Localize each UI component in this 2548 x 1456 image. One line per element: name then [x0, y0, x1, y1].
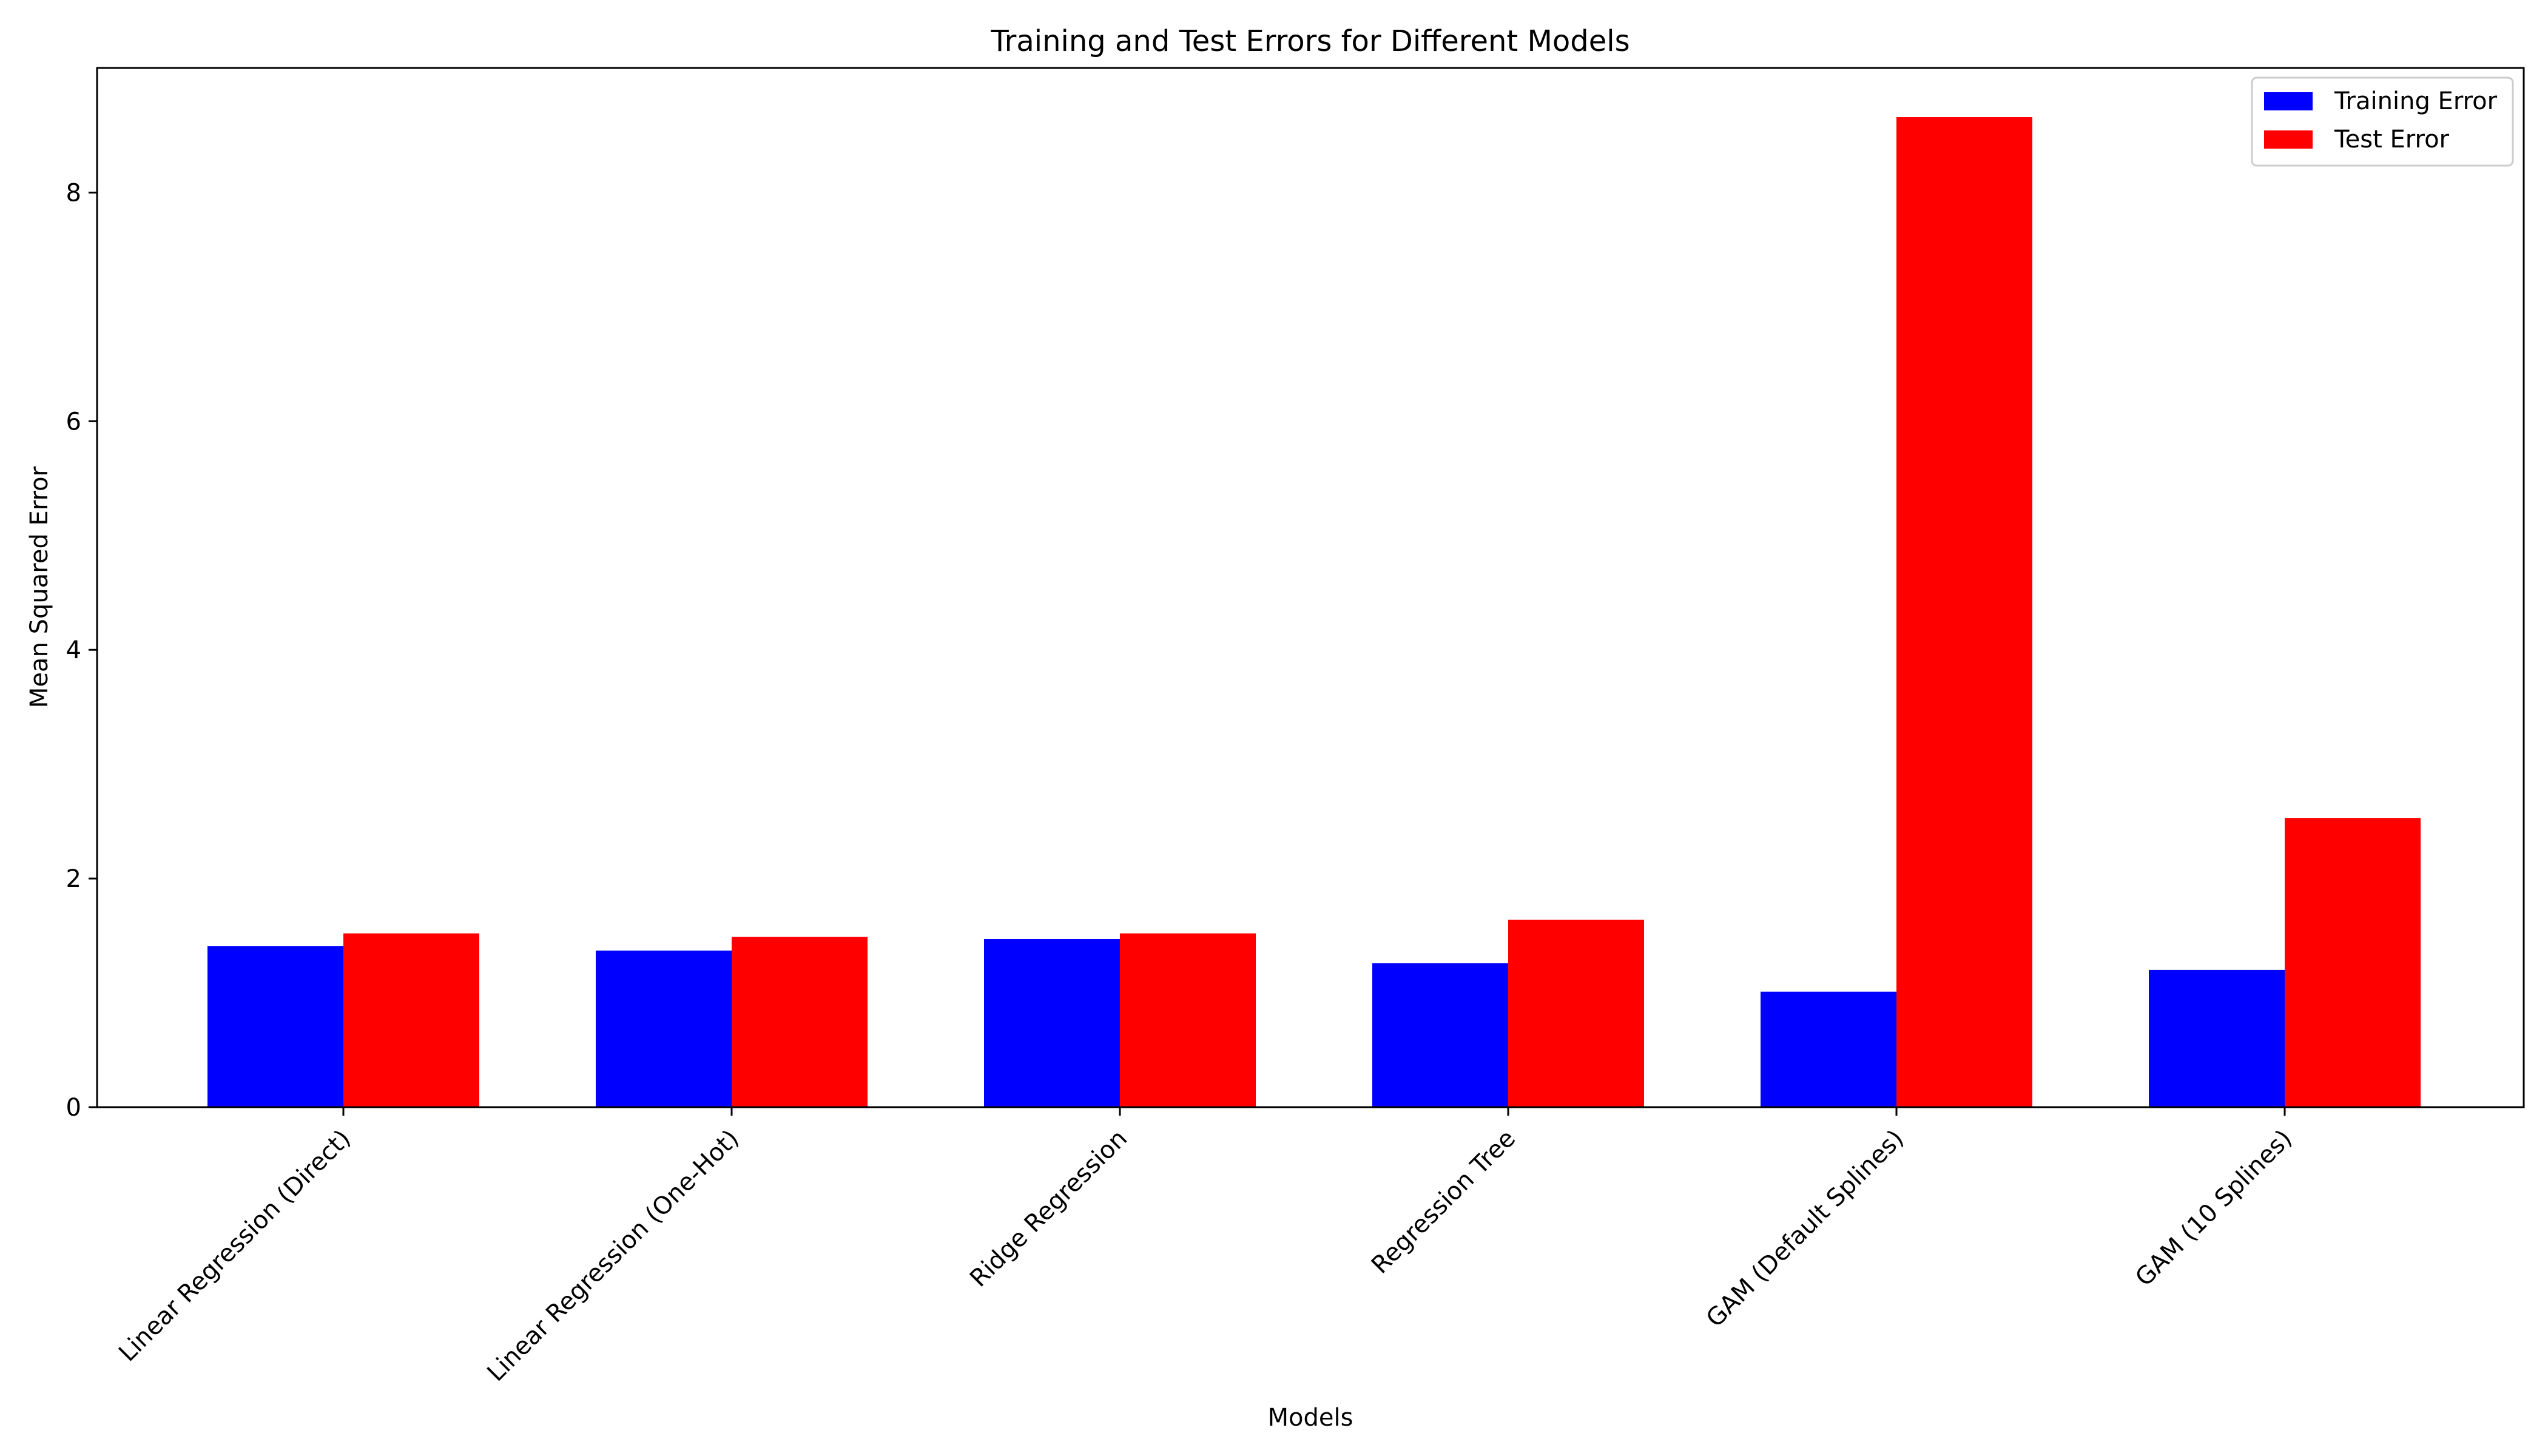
x-axis-label: Models	[1268, 1404, 1353, 1432]
bar-training-error-gam-default-splines	[1761, 991, 1896, 1107]
plot-area-frame	[96, 67, 2525, 1108]
y-axis-label: Mean Squared Error	[25, 466, 53, 708]
legend-swatch-test-error	[2264, 130, 2313, 149]
bar-training-error-gam-10-splines	[2149, 969, 2285, 1107]
legend-swatch-training-error	[2264, 92, 2313, 110]
bar-test-error-regression-tree	[1508, 919, 1644, 1107]
bar-test-error-linear-regression-one-hot	[732, 937, 868, 1107]
y-axis-ticks: 0 2 4 6 8	[66, 179, 97, 1122]
legend-label-training-error: Training Error	[2334, 87, 2498, 115]
legend-label-test-error: Test Error	[2334, 126, 2450, 153]
bar-training-error-linear-regression-direct	[207, 946, 343, 1107]
bar-test-error-linear-regression-direct	[343, 933, 479, 1107]
y-tick-label-8: 8	[66, 179, 81, 207]
bar-training-error-ridge-regression	[984, 939, 1120, 1107]
bar-training-error-regression-tree	[1372, 963, 1508, 1107]
y-tick-label-0: 0	[66, 1094, 81, 1122]
y-tick-label-2: 2	[66, 865, 81, 893]
chart-title: Training and Test Errors for Different M…	[990, 24, 1630, 58]
y-tick-label-4: 4	[66, 636, 81, 664]
bar-test-error-gam-default-splines	[1896, 117, 2032, 1108]
bars-layer	[207, 117, 2421, 1108]
legend: Training Error Test Error	[2251, 76, 2514, 167]
legend-frame	[2251, 76, 2514, 167]
y-tick-label-6: 6	[66, 408, 81, 436]
bar-training-error-linear-regression-one-hot	[596, 950, 732, 1107]
bar-test-error-ridge-regression	[1120, 933, 1256, 1107]
bar-test-error-gam-10-splines	[2285, 818, 2421, 1107]
